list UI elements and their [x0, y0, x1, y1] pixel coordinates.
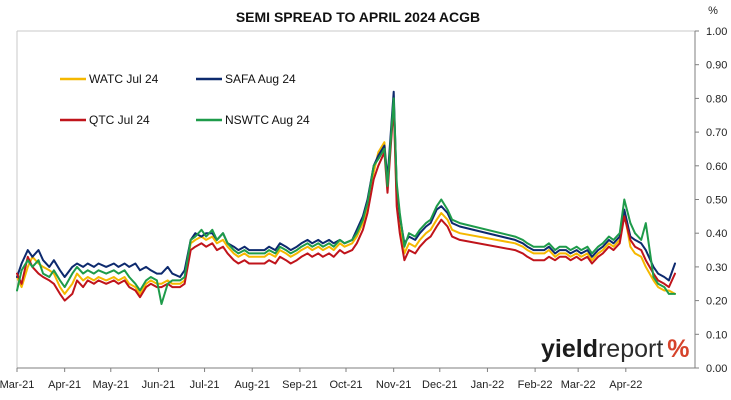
y-tick-label: 0.60 [706, 161, 727, 173]
y-axis-unit: % [708, 5, 718, 17]
series-line-nswtc-aug-24 [16, 97, 676, 305]
x-tick-label: May-21 [92, 379, 129, 391]
x-tick-label: Mar-22 [561, 379, 596, 391]
x-tick-label: Aug-21 [234, 379, 269, 391]
y-tick-label: 0.10 [706, 329, 727, 341]
x-tick-label: Dec-21 [422, 379, 457, 391]
y-tick-label: 0.30 [706, 262, 727, 274]
x-tick-label: Nov-21 [376, 379, 411, 391]
x-tick-label: Feb-22 [518, 379, 553, 391]
x-tick-label: Mar-21 [0, 379, 34, 391]
legend-label: SAFA Aug 24 [225, 72, 296, 86]
x-tick-label: Sep-21 [282, 379, 317, 391]
y-tick-label: 0.40 [706, 228, 727, 240]
series-line-watc-jul-24 [16, 97, 676, 295]
series-lines [16, 90, 676, 305]
x-tick-label: Apr-22 [609, 379, 642, 391]
legend: WATC Jul 24 SAFA Aug 24 QTC Jul 24 NSWTC Au… [60, 72, 310, 127]
x-tick-label: Jul-21 [190, 379, 220, 391]
x-tick-label: Jan-22 [471, 379, 505, 391]
series-line-qtc-jul-24 [16, 104, 676, 302]
legend-label: NSWTC Aug 24 [225, 113, 310, 127]
y-tick-label: 0.70 [706, 127, 727, 139]
x-tick-label: Jun-21 [142, 379, 176, 391]
yieldreport-logo-text: yieldreport% [541, 335, 690, 363]
y-axis-ticks: 0.00 0.10 0.20 0.30 0.40 0.50 0.60 0.70 0.80 0.90… [695, 26, 727, 375]
yieldreport-logo: yieldreport% [541, 335, 690, 363]
y-tick-label: 0.50 [706, 195, 727, 207]
legend-label: QTC Jul 24 [89, 113, 150, 127]
y-tick-label: 1.00 [706, 26, 727, 38]
y-tick-label: 0.20 [706, 296, 727, 308]
legend-label: WATC Jul 24 [89, 72, 159, 86]
chart-title: SEMI SPREAD TO APRIL 2024 ACGB [236, 9, 480, 25]
series-line-safa-aug-24 [16, 90, 676, 282]
x-tick-label: Apr-21 [48, 379, 81, 391]
y-tick-label: 0.90 [706, 60, 727, 72]
x-axis-ticks: Mar-21 Apr-21 May-21 Jun-21 Jul-21 Aug-21 Sep-… [0, 368, 642, 391]
x-tick-label: Oct-21 [329, 379, 362, 391]
y-tick-label: 0.80 [706, 93, 727, 105]
y-tick-label: 0.00 [706, 363, 727, 375]
